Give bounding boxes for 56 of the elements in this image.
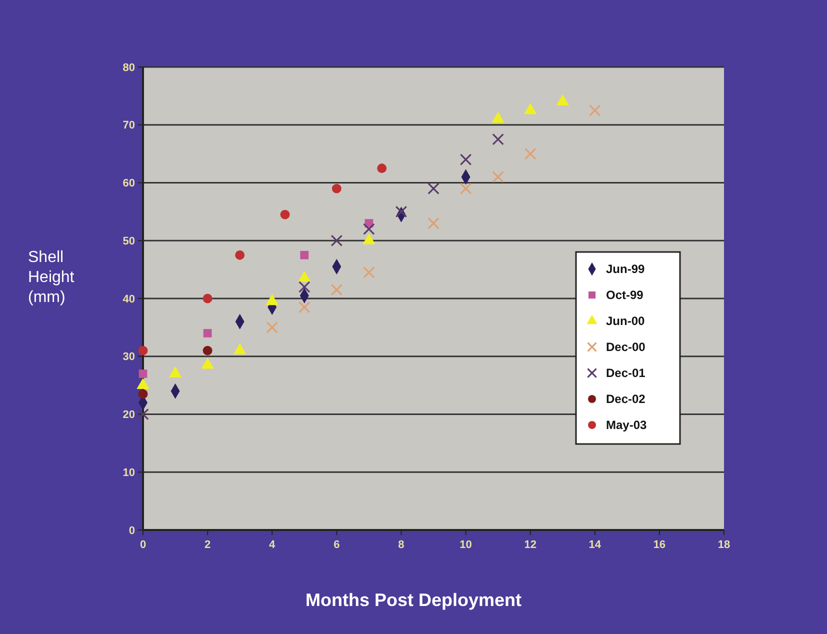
legend-label: May-03 [606, 418, 648, 432]
point [235, 250, 245, 260]
point [300, 250, 309, 260]
x-tick-label: 6 [334, 539, 340, 551]
point [330, 234, 343, 247]
point [363, 266, 375, 278]
x-tick-label: 12 [524, 539, 536, 551]
x-tick-label: 14 [588, 539, 602, 551]
y-tick-label: 70 [122, 120, 135, 132]
legend-label: Jun-00 [606, 314, 646, 328]
point [460, 182, 472, 194]
point [298, 281, 310, 293]
point [492, 133, 504, 146]
point [202, 294, 212, 304]
point [377, 164, 387, 173]
point [332, 184, 342, 194]
point [428, 182, 440, 194]
point [203, 329, 212, 338]
point [266, 322, 278, 334]
point [363, 223, 375, 235]
y-tick-label: 10 [122, 466, 135, 479]
x-tick-label: 2 [204, 539, 211, 551]
y-tick-label: 30 [122, 351, 135, 364]
legend-label: Oct-99 [606, 288, 644, 302]
point [298, 301, 310, 314]
point [428, 217, 440, 230]
legend-label: Dec-02 [606, 392, 646, 406]
point [395, 206, 408, 218]
x-tick-label: 4 [269, 539, 276, 551]
x-tick-label: 18 [718, 539, 730, 551]
x-axis-title: Months Post Deployment [305, 590, 522, 610]
point [138, 346, 148, 356]
legend-label: Dec-01 [606, 366, 646, 380]
y-tick-label: 0 [128, 524, 135, 537]
point [137, 408, 149, 420]
y-tick-label: 80 [122, 62, 135, 74]
point [492, 171, 504, 183]
y-tick-label: 60 [122, 178, 135, 190]
point [138, 389, 148, 399]
point [280, 210, 290, 220]
y-tick-label: 20 [122, 409, 135, 422]
point [460, 154, 472, 166]
x-tick-label: 16 [653, 539, 666, 551]
point [524, 148, 536, 160]
y-tick-label: 40 [122, 293, 135, 306]
x-tick-label: 8 [398, 539, 404, 551]
y-tick-label: 50 [122, 235, 135, 248]
y-axis-title: Shell Height (mm) [28, 249, 75, 306]
legend-label: Jun-99 [606, 262, 646, 276]
point [588, 104, 601, 116]
x-tick-label: 10 [460, 539, 472, 551]
x-tick-label: 0 [140, 539, 146, 551]
legend-label: Dec-00 [606, 340, 646, 354]
point [138, 370, 148, 378]
point [202, 346, 212, 356]
point [330, 284, 343, 296]
